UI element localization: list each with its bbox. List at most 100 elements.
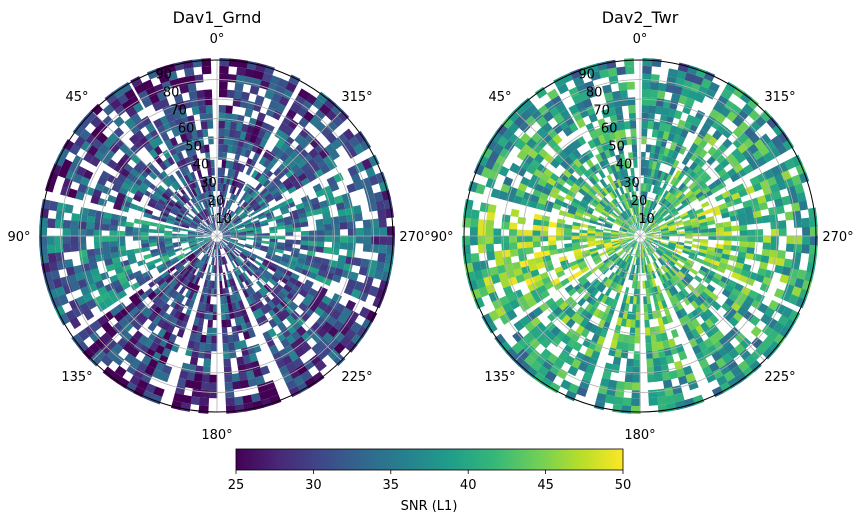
snr-cell bbox=[794, 235, 803, 245]
snr-cell bbox=[622, 397, 633, 406]
snr-cell bbox=[645, 335, 652, 344]
snr-cell bbox=[180, 402, 191, 412]
snr-cell bbox=[631, 280, 636, 289]
snr-cell bbox=[690, 249, 699, 255]
snr-cell bbox=[624, 262, 630, 271]
snr-cell bbox=[144, 287, 154, 297]
snr-cell bbox=[225, 389, 235, 399]
snr-cell bbox=[600, 265, 608, 273]
snr-cell bbox=[222, 342, 230, 352]
snr-cell bbox=[261, 72, 273, 83]
snr-cell bbox=[586, 190, 595, 199]
snr-cell bbox=[623, 58, 635, 67]
snr-cell bbox=[204, 238, 212, 242]
snr-cell bbox=[643, 240, 649, 248]
snr-cell bbox=[239, 264, 247, 272]
snr-cell bbox=[784, 158, 796, 170]
snr-cell bbox=[668, 194, 676, 203]
snr-cell bbox=[680, 197, 690, 205]
snr-cell bbox=[158, 249, 167, 255]
snr-cell bbox=[256, 268, 265, 276]
snr-cell bbox=[769, 182, 780, 194]
snr-cell bbox=[762, 242, 771, 250]
polar-frame bbox=[40, 59, 394, 413]
snr-cell bbox=[208, 240, 214, 248]
snr-cell bbox=[218, 206, 221, 215]
snr-cell bbox=[568, 260, 578, 268]
snr-cell bbox=[568, 299, 578, 310]
snr-cell bbox=[571, 236, 580, 240]
snr-cell bbox=[672, 178, 681, 187]
snr-cell bbox=[197, 194, 203, 203]
snr-cell bbox=[209, 241, 215, 249]
snr-cell bbox=[689, 291, 698, 301]
snr-cell bbox=[386, 235, 395, 246]
snr-cell bbox=[635, 222, 639, 231]
snr-cell bbox=[609, 252, 617, 259]
snr-cell bbox=[596, 282, 604, 291]
snr-cell bbox=[296, 158, 307, 169]
snr-cell bbox=[62, 177, 73, 189]
snr-cell bbox=[627, 342, 635, 352]
snr-cell bbox=[200, 270, 206, 279]
snr-cell bbox=[175, 200, 184, 208]
snr-cell bbox=[516, 229, 525, 237]
snr-cell bbox=[279, 299, 289, 309]
snr-cell bbox=[147, 312, 158, 323]
snr-cell bbox=[585, 364, 596, 375]
snr-cell bbox=[611, 190, 618, 199]
snr-cell bbox=[694, 297, 703, 307]
snr-cell bbox=[513, 267, 523, 277]
snr-cell bbox=[258, 266, 267, 274]
snr-cell bbox=[142, 165, 153, 175]
snr-cell bbox=[672, 252, 681, 258]
snr-cell bbox=[210, 343, 218, 352]
snr-cell bbox=[656, 285, 662, 294]
snr-cell bbox=[592, 308, 601, 318]
snr-cell bbox=[684, 240, 693, 245]
angular-gridline bbox=[515, 111, 641, 237]
snr-cell bbox=[161, 303, 171, 313]
snr-cell bbox=[288, 74, 301, 86]
snr-cell bbox=[577, 176, 587, 186]
snr-cell bbox=[208, 224, 214, 232]
snr-cell bbox=[689, 214, 698, 220]
snr-cell bbox=[77, 183, 88, 194]
snr-cell bbox=[610, 339, 619, 349]
snr-cell bbox=[613, 171, 620, 181]
snr-cell bbox=[189, 356, 199, 366]
snr-cell bbox=[659, 171, 666, 180]
snr-cell bbox=[222, 335, 229, 344]
snr-cell bbox=[203, 231, 212, 235]
snr-cell bbox=[746, 246, 755, 255]
snr-cell bbox=[220, 304, 226, 313]
snr-cell bbox=[490, 131, 503, 144]
snr-cell bbox=[663, 273, 670, 282]
snr-cell bbox=[681, 249, 691, 255]
snr-cell bbox=[699, 182, 709, 192]
snr-cell bbox=[530, 194, 540, 204]
snr-cell bbox=[602, 267, 610, 275]
snr-cell bbox=[236, 266, 243, 275]
snr-cell bbox=[144, 208, 154, 216]
snr-cell bbox=[39, 226, 48, 237]
snr-cell bbox=[654, 186, 660, 195]
snr-cell bbox=[498, 271, 509, 282]
snr-cell bbox=[82, 169, 94, 180]
snr-cell bbox=[690, 173, 700, 183]
snr-cell bbox=[785, 243, 795, 253]
snr-cell bbox=[295, 202, 305, 211]
snr-cell bbox=[665, 394, 676, 405]
snr-cell bbox=[78, 221, 87, 230]
snr-cell bbox=[475, 183, 486, 195]
snr-cell bbox=[117, 327, 128, 338]
snr-cell bbox=[501, 236, 510, 244]
snr-cell bbox=[129, 375, 142, 387]
snr-cell bbox=[220, 224, 226, 232]
snr-cell bbox=[179, 267, 187, 275]
snr-cell bbox=[273, 254, 283, 261]
snr-cell bbox=[738, 218, 747, 226]
snr-cell bbox=[129, 168, 140, 178]
snr-cell bbox=[208, 280, 213, 289]
snr-cell bbox=[722, 138, 733, 149]
